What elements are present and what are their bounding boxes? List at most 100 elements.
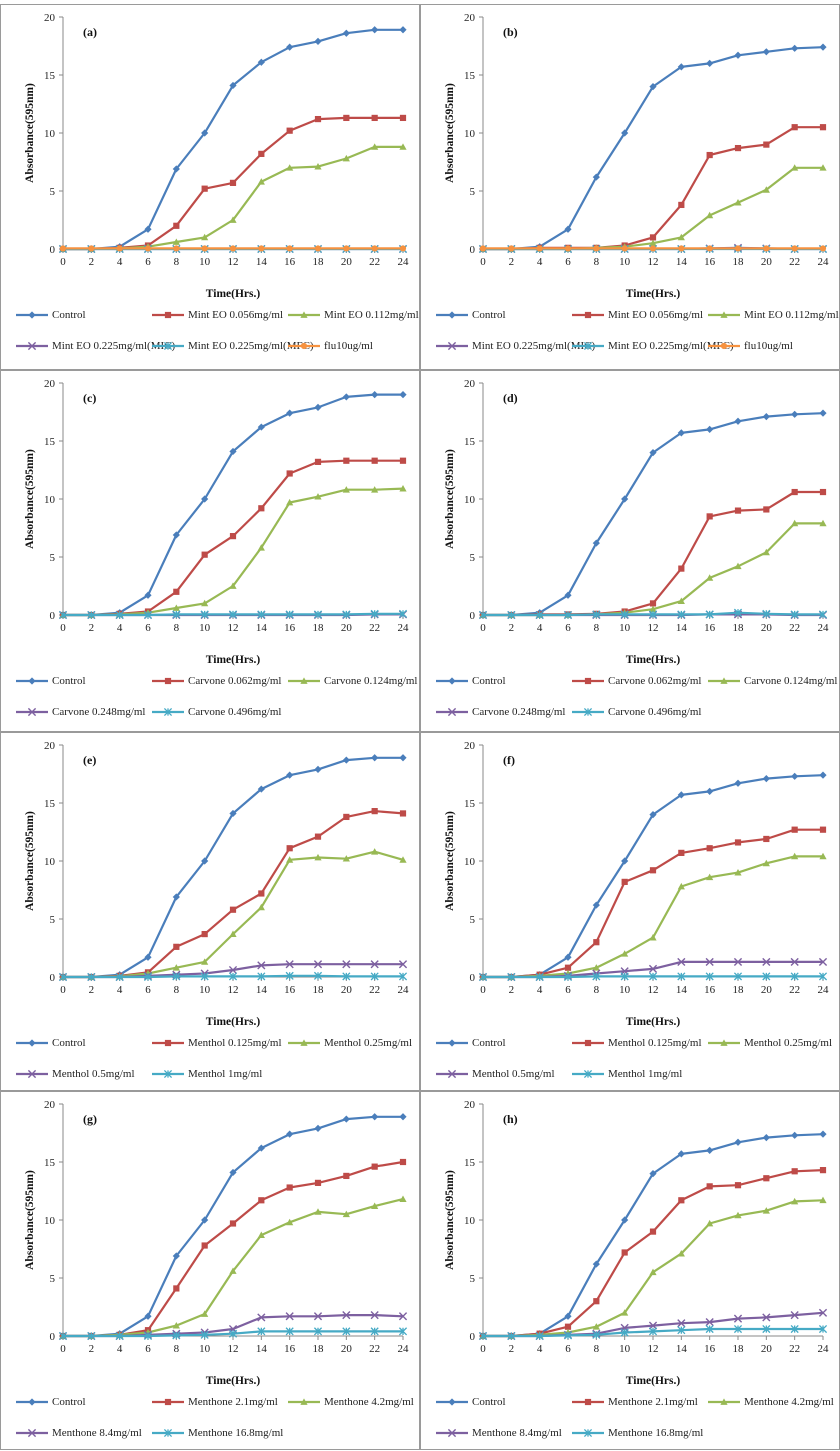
data-point [201, 185, 208, 192]
legend-item: Menthone 8.4mg/ml [435, 1427, 562, 1439]
data-point [677, 233, 685, 241]
panel-label: (f) [503, 753, 515, 767]
series-1 [479, 124, 827, 253]
x-tick-label: 8 [174, 1343, 180, 1355]
legend-item: flu10ug/ml [707, 340, 793, 352]
legend-marker [27, 1069, 37, 1079]
data-point [791, 164, 799, 171]
x-tick-label: 16 [284, 256, 296, 268]
x-tick-label: 14 [256, 622, 268, 634]
series-line [483, 1199, 824, 1338]
data-point [564, 591, 572, 599]
x-tick-label: 18 [733, 1343, 745, 1355]
data-point [734, 1138, 742, 1146]
x-axis-title: Time(Hrs.) [206, 288, 261, 300]
data-point [172, 1252, 180, 1260]
data-point [343, 813, 350, 821]
data-point [285, 1327, 294, 1336]
y-tick-label: 10 [464, 856, 476, 868]
data-point [706, 151, 713, 159]
legend-label: Mint EO 0.225mg/ml(MFC) [608, 340, 734, 352]
data-point [370, 1327, 379, 1336]
series-0 [479, 1130, 827, 1340]
data-point [733, 1314, 743, 1323]
data-point [790, 610, 799, 619]
data-point [706, 1219, 714, 1227]
data-point [819, 852, 827, 860]
x-tick-label: 20 [341, 984, 353, 996]
legend-marker [28, 1039, 36, 1047]
series-1 [59, 457, 407, 619]
data-point [201, 233, 209, 241]
x-tick-label: 10 [619, 984, 631, 996]
legend-item: Menthol 0.25mg/ml [707, 1037, 832, 1049]
data-point [819, 124, 827, 131]
data-point [342, 1327, 351, 1336]
data-point [115, 1331, 124, 1341]
data-point [762, 186, 770, 193]
series-line [63, 28, 403, 251]
data-point [370, 1311, 379, 1320]
data-point [399, 810, 407, 817]
legend-item: Menthol 1mg/ml [151, 1068, 262, 1080]
x-tick-label: 18 [733, 984, 745, 996]
data-point [763, 245, 770, 252]
legend-swatch [16, 1398, 48, 1406]
data-point [478, 972, 488, 982]
data-point [58, 1331, 68, 1341]
data-point [790, 1324, 799, 1334]
data-point [229, 447, 237, 456]
legend-item: Menthol 0.25mg/ml [287, 1037, 412, 1049]
legend-label: Control [52, 309, 86, 321]
legend-marker [448, 311, 456, 319]
legend-marker [447, 707, 457, 717]
data-point [172, 238, 180, 245]
data-point [229, 582, 237, 589]
data-point [229, 1168, 237, 1177]
data-point [87, 1331, 96, 1341]
y-tick-label: 0 [470, 610, 476, 622]
data-point [677, 610, 686, 619]
legend-swatch [16, 677, 48, 685]
data-point [818, 1308, 828, 1317]
data-point [173, 222, 180, 229]
data-point [706, 59, 714, 67]
data-point [201, 245, 208, 252]
y-tick-label: 15 [44, 436, 56, 448]
data-point [228, 610, 238, 619]
data-point [564, 245, 572, 252]
data-point [286, 164, 294, 171]
data-point [314, 458, 322, 465]
legend-marker [583, 341, 593, 351]
legend-item: Menthol 0.125mg/ml [571, 1037, 702, 1049]
data-point [313, 1327, 323, 1336]
x-tick-label: 14 [676, 622, 688, 634]
x-tick-label: 18 [733, 256, 745, 268]
series-1 [59, 1158, 407, 1340]
y-tick-label: 20 [44, 12, 56, 24]
x-tick-label: 10 [199, 1343, 211, 1355]
x-tick-label: 2 [89, 984, 95, 996]
data-point [705, 972, 714, 981]
data-point [87, 610, 96, 620]
legend-swatch [572, 707, 604, 717]
chart-legend: Control Menthol 0.125mg/ml Menthol 0.25mg/… [1, 1037, 421, 1092]
legend-swatch [436, 311, 468, 319]
data-point [706, 845, 713, 852]
data-point [228, 965, 238, 975]
panel-label: (g) [83, 1112, 97, 1126]
legend-item: Menthol 0.5mg/ml [15, 1068, 135, 1080]
x-tick-label: 2 [509, 622, 514, 634]
y-tick-label: 20 [464, 378, 476, 390]
x-tick-label: 10 [199, 984, 211, 996]
legend-swatch [708, 1398, 740, 1405]
x-tick-label: 6 [565, 1343, 571, 1355]
data-point [343, 114, 350, 122]
x-tick-label: 16 [704, 1343, 716, 1355]
data-point [58, 972, 68, 982]
x-tick-label: 16 [704, 984, 716, 996]
data-point [314, 245, 322, 252]
data-point [370, 960, 379, 969]
